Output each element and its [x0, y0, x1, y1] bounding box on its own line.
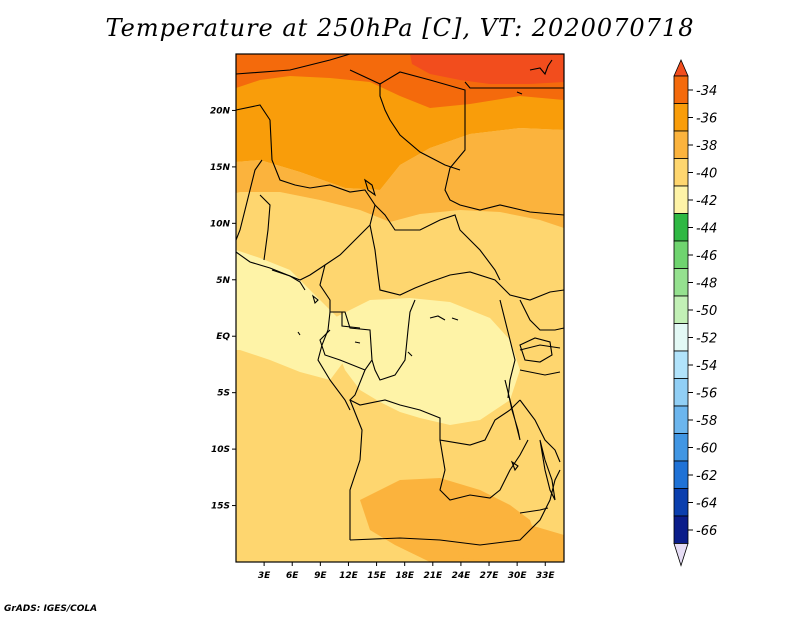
colorbar-label: -36 — [696, 112, 717, 127]
field-band-44-congo — [330, 298, 520, 425]
colorbar-segment — [673, 75, 689, 104]
colorbar-label: -34 — [696, 84, 717, 99]
colorbar-segment — [673, 378, 689, 407]
x-tick-label: 18E — [395, 571, 415, 581]
colorbar-segment — [673, 460, 689, 489]
colorbar-label: -42 — [696, 194, 717, 209]
colorbar-segment — [673, 213, 689, 242]
colorbar-label: -44 — [696, 222, 717, 237]
colorbar-segment — [673, 350, 689, 379]
y-tick-label: 20N — [210, 106, 231, 116]
colorbar-segment — [673, 103, 689, 132]
colorbar-segment — [673, 405, 689, 434]
y-tick-label: 15N — [210, 163, 231, 173]
y-tick-label: 5S — [217, 389, 230, 399]
x-tick-label: 33E — [536, 571, 556, 581]
colorbar-segment — [673, 130, 689, 159]
colorbar-label: -38 — [696, 139, 717, 154]
colorbar-label: -40 — [696, 167, 717, 182]
colorbar-label: -66 — [696, 524, 717, 539]
field-band-40 — [236, 128, 564, 228]
colorbar-label: -62 — [696, 469, 717, 484]
colorbar-bottom-triangle — [673, 543, 689, 567]
colorbar-top-triangle — [673, 59, 689, 77]
colorbar-segment — [673, 488, 689, 517]
x-tick-label: 24E — [452, 571, 472, 581]
colorbar: -34 -36 -38 -40 -42 -44 -46 -48 -50 -52 -54 -56 -58 -… — [673, 59, 717, 567]
y-axis: 20N 15N 10N 5N EQ 5S 10S 15S — [210, 106, 236, 512]
field-band-40-east — [520, 360, 564, 480]
colorbar-segment — [673, 433, 689, 462]
y-tick-label: 5N — [216, 276, 230, 286]
colorbar-label: -58 — [696, 414, 717, 429]
field-band-34 — [410, 54, 564, 84]
colorbar-label: -50 — [696, 304, 717, 319]
x-tick-label: 21E — [423, 571, 443, 581]
x-tick-label: 15E — [367, 571, 387, 581]
x-axis: 3E 6E 9E 12E 15E 18E 21E 24E 27E 30E 33E — [258, 562, 556, 581]
colorbar-segment — [673, 158, 689, 187]
colorbar-segment — [673, 240, 689, 269]
colorbar-segment — [673, 268, 689, 297]
x-tick-label: 6E — [286, 571, 299, 581]
y-tick-label: 10S — [211, 445, 230, 455]
chart-title: Temperature at 250hPa [C], VT: 202007071… — [105, 14, 695, 42]
colorbar-label: -46 — [696, 249, 717, 264]
x-tick-label: 30E — [508, 571, 528, 581]
colorbar-label: -56 — [696, 387, 717, 402]
colorbar-label: -54 — [696, 359, 717, 374]
colorbar-label: -48 — [696, 277, 717, 292]
field-band-38-southeast — [450, 515, 564, 562]
country-borders — [235, 53, 565, 546]
map-frame — [235, 53, 565, 563]
x-tick-label: 3E — [258, 571, 271, 581]
colorbar-segment — [673, 323, 689, 352]
temperature-field — [236, 54, 564, 562]
colorbar-label: -64 — [696, 497, 717, 512]
x-tick-label: 27E — [480, 571, 500, 581]
colorbar-segment — [673, 515, 689, 544]
colorbar-label: -52 — [696, 332, 717, 347]
grads-credit: GrADS: IGES/COLA — [4, 604, 98, 614]
y-tick-label: 10N — [210, 219, 231, 229]
y-tick-label: EQ — [216, 332, 230, 342]
colorbar-segment — [673, 295, 689, 324]
x-tick-label: 9E — [314, 571, 327, 581]
colorbar-label: -60 — [696, 442, 717, 457]
colorbar-segment — [673, 185, 689, 214]
y-tick-label: 15S — [211, 502, 230, 512]
x-tick-label: 12E — [339, 571, 359, 581]
field-band-44-west — [236, 250, 345, 380]
